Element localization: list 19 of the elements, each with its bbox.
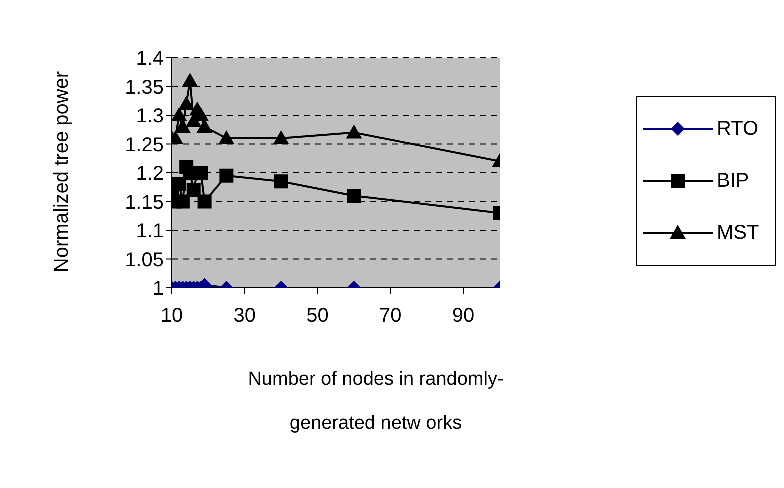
y-tick-label: 1.15 bbox=[125, 192, 164, 214]
text: Number of nodes in randomly-generated netw orks bbox=[248, 369, 504, 434]
x-tick-label: 30 bbox=[234, 305, 256, 328]
legend-label: MST bbox=[717, 222, 760, 244]
x-tick-label: 50 bbox=[306, 305, 329, 328]
y-tick-label: 1.2 bbox=[136, 163, 164, 186]
x-tick-label: 10 bbox=[160, 305, 184, 328]
legend-label: BIP bbox=[717, 170, 750, 192]
y-tick-label: 1.3 bbox=[136, 106, 164, 128]
y-axis-title: Normalized tree power bbox=[51, 71, 73, 273]
legend-label: RTO bbox=[717, 118, 758, 140]
y-tick-label: 1.4 bbox=[136, 48, 164, 70]
y-tick-label: 1.25 bbox=[125, 134, 164, 156]
x-tick-label: 90 bbox=[452, 305, 475, 328]
y-tick-label: 1.35 bbox=[125, 76, 164, 99]
x-tick-label: 70 bbox=[380, 305, 402, 328]
y-tick-label: 1 bbox=[152, 278, 164, 300]
y-tick-label: 1.1 bbox=[136, 220, 164, 243]
y-tick-label: 1.05 bbox=[125, 249, 164, 272]
